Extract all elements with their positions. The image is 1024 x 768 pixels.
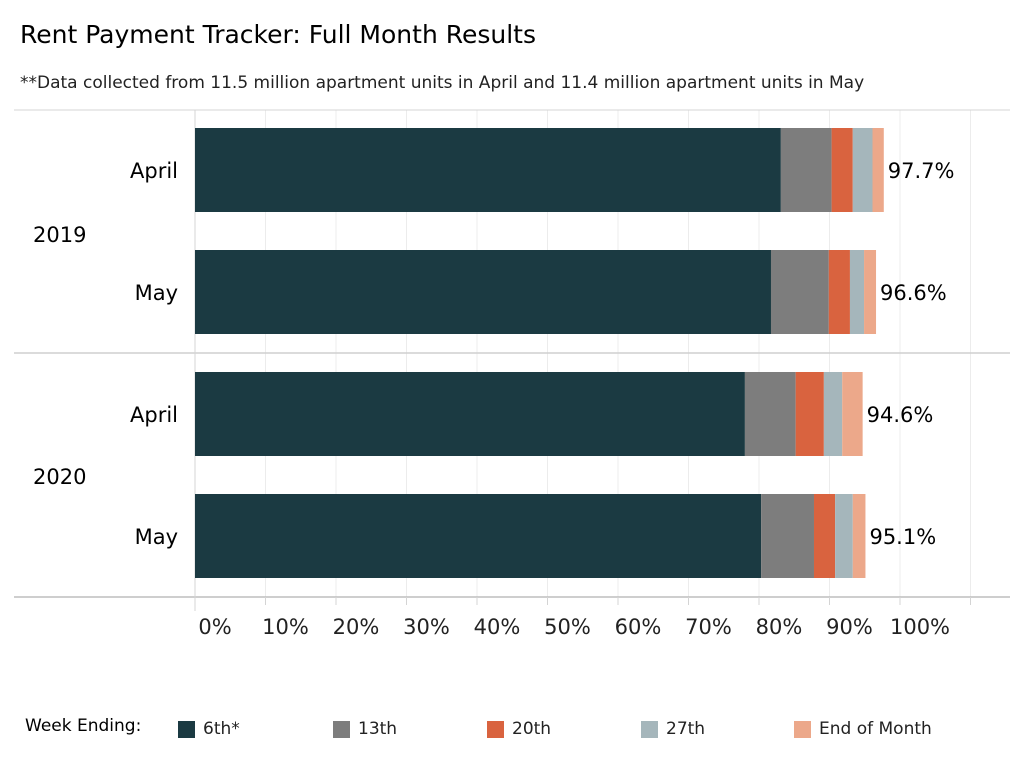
bar-total-label: 97.7% — [888, 159, 955, 183]
legend-swatch-13th — [333, 720, 350, 738]
x-tick-label: 80% — [756, 615, 803, 639]
x-tick-label: 90% — [826, 615, 873, 639]
legend-swatch-20th — [487, 720, 504, 738]
bar-segment-20th — [813, 494, 836, 578]
legend-label-end-of-month: End of Month — [819, 719, 932, 739]
group-label: 2020 — [33, 465, 86, 489]
legend-swatch-6th — [178, 720, 195, 738]
legend-label-13th: 13th — [358, 719, 398, 739]
bar-segment-6th — [195, 372, 745, 456]
x-tick-label: 70% — [685, 615, 732, 639]
bar-segment-27th — [849, 250, 865, 334]
x-tick-label: 100% — [890, 615, 950, 639]
bar-segment-6th — [195, 128, 781, 212]
legend-item-20th[interactable]: 20th — [487, 718, 551, 740]
bar-segment-13th — [770, 250, 829, 334]
bar-segment-end-of-month — [864, 250, 877, 334]
category-label: April — [130, 159, 178, 183]
x-tick-label: 10% — [262, 615, 309, 639]
legend-title: Week Ending: — [25, 716, 142, 736]
bar-segment-end-of-month — [852, 494, 866, 578]
bar-segment-20th — [831, 128, 853, 212]
legend-item-6th[interactable]: 6th* — [178, 718, 240, 740]
legend-swatch-end-of-month — [794, 720, 811, 738]
bar-segment-27th — [852, 128, 873, 212]
bar-total-label: 96.6% — [880, 281, 947, 305]
legend-item-27th[interactable]: 27th — [641, 718, 705, 740]
bar-segment-end-of-month — [842, 372, 863, 456]
legend-label-6th: 6th* — [203, 719, 240, 739]
group-label: 2019 — [33, 223, 86, 247]
x-tick-label: 20% — [333, 615, 380, 639]
bar-total-label: 94.6% — [867, 403, 934, 427]
bar-total-label: 95.1% — [869, 525, 936, 549]
legend-item-end-of-month[interactable]: End of Month — [794, 718, 932, 740]
bar-segment-end-of-month — [872, 128, 884, 212]
category-label: May — [135, 525, 178, 549]
bar-segment-20th — [795, 372, 824, 456]
bar-segment-6th — [195, 494, 762, 578]
x-tick-label: 30% — [403, 615, 450, 639]
legend-item-13th[interactable]: 13th — [333, 718, 397, 740]
bar-segment-27th — [823, 372, 843, 456]
x-tick-label: 0% — [198, 615, 231, 639]
legend-swatch-27th — [641, 720, 658, 738]
bar-segment-20th — [828, 250, 850, 334]
legend-label-20th: 20th — [512, 719, 552, 739]
bar-segment-13th — [744, 372, 796, 456]
legend-label-27th: 27th — [666, 719, 706, 739]
bar-segment-27th — [835, 494, 853, 578]
bar-segment-13th — [780, 128, 832, 212]
legend: Week Ending: 6th* 13th 20th 27th End of … — [0, 710, 1024, 750]
bar-segment-6th — [195, 250, 771, 334]
bar-segment-13th — [761, 494, 814, 578]
x-tick-label: 60% — [615, 615, 662, 639]
x-tick-label: 50% — [544, 615, 591, 639]
chart-subtitle: **Data collected from 11.5 million apart… — [20, 73, 865, 93]
chart-plot: 97.7% April 96.6% May 94.6% April 95.1% May 2019… — [14, 109, 1010, 639]
category-label: May — [135, 281, 178, 305]
chart-title: Rent Payment Tracker: Full Month Results — [20, 20, 537, 49]
category-label: April — [130, 403, 178, 427]
x-tick-label: 40% — [474, 615, 521, 639]
